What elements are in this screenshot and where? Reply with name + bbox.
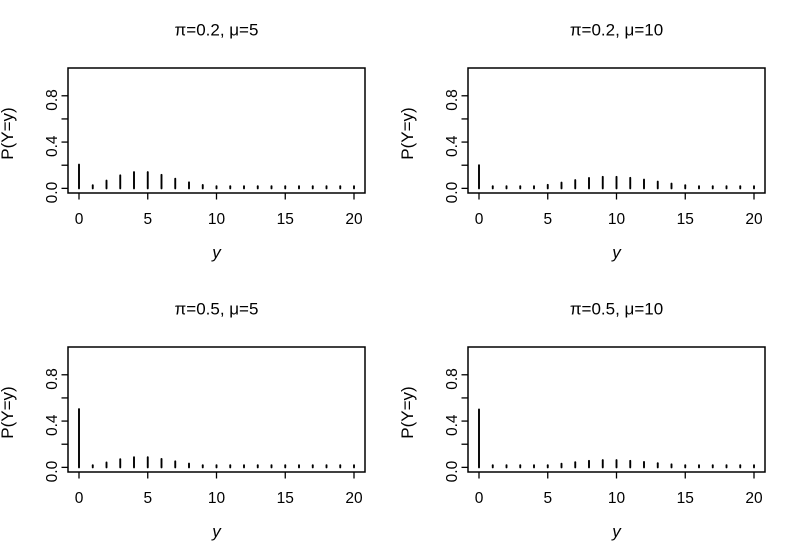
svg-text:20: 20: [745, 211, 763, 228]
svg-text:10: 10: [608, 211, 626, 228]
svg-text:π=0.5, μ=5: π=0.5, μ=5: [175, 300, 259, 319]
svg-text:15: 15: [677, 211, 694, 228]
svg-text:π=0.5, μ=10: π=0.5, μ=10: [570, 300, 663, 319]
svg-text:0: 0: [475, 490, 484, 507]
svg-text:π=0.2, μ=5: π=0.2, μ=5: [175, 21, 259, 40]
svg-text:y: y: [611, 522, 622, 541]
svg-text:0.0: 0.0: [44, 181, 61, 203]
svg-text:0.8: 0.8: [444, 368, 461, 390]
svg-text:15: 15: [277, 211, 294, 228]
svg-text:10: 10: [208, 490, 226, 507]
svg-text:20: 20: [745, 490, 763, 507]
svg-text:0.4: 0.4: [44, 135, 61, 157]
svg-text:y: y: [211, 522, 222, 541]
svg-text:15: 15: [677, 490, 694, 507]
svg-text:5: 5: [143, 211, 152, 228]
svg-text:P(Y=y): P(Y=y): [0, 386, 17, 438]
svg-text:15: 15: [277, 490, 294, 507]
svg-text:0: 0: [475, 211, 484, 228]
svg-text:P(Y=y): P(Y=y): [0, 107, 17, 159]
svg-text:0: 0: [75, 490, 84, 507]
svg-text:0.4: 0.4: [444, 135, 461, 157]
svg-text:y: y: [611, 243, 622, 262]
svg-text:20: 20: [345, 211, 363, 228]
svg-text:0.0: 0.0: [44, 460, 61, 482]
svg-text:0.4: 0.4: [44, 414, 61, 436]
svg-text:0.4: 0.4: [444, 414, 461, 436]
svg-text:5: 5: [143, 490, 152, 507]
svg-text:10: 10: [208, 211, 226, 228]
svg-text:P(Y=y): P(Y=y): [398, 107, 417, 159]
svg-text:10: 10: [608, 490, 626, 507]
svg-text:y: y: [211, 243, 222, 262]
svg-text:π=0.2, μ=10: π=0.2, μ=10: [570, 21, 663, 40]
svg-text:0.0: 0.0: [444, 181, 461, 203]
svg-text:P(Y=y): P(Y=y): [398, 386, 417, 438]
svg-text:5: 5: [543, 490, 552, 507]
svg-text:5: 5: [543, 211, 552, 228]
svg-text:0: 0: [75, 211, 84, 228]
svg-text:0.8: 0.8: [44, 89, 61, 111]
svg-text:20: 20: [345, 490, 363, 507]
svg-text:0.0: 0.0: [444, 460, 461, 482]
svg-text:0.8: 0.8: [444, 89, 461, 111]
svg-text:0.8: 0.8: [44, 368, 61, 390]
